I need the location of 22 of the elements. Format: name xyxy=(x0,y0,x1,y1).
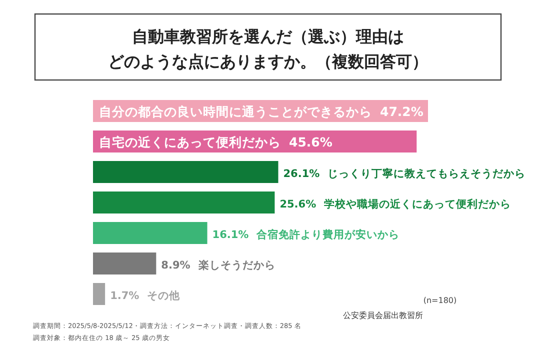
data-label: 47.2% xyxy=(380,104,424,119)
data-label: 16.1% xyxy=(212,229,250,241)
bar xyxy=(93,161,278,183)
data-label: 25.6% xyxy=(280,198,317,210)
bar xyxy=(93,283,106,305)
y-tick-label: 楽しそうだから xyxy=(197,258,276,272)
annotation: 公安委員会届出教習所 xyxy=(343,311,423,320)
y-tick-label: 合宿免許より費用が安いから xyxy=(256,228,400,241)
bar xyxy=(93,222,208,244)
bar xyxy=(93,192,275,214)
data-label: 45.6% xyxy=(289,134,333,150)
chart-title: 自動車教習所を選んだ（選ぶ）理由はどのような点にありますか。（複数回答可） xyxy=(108,27,428,71)
y-tick-label: その他 xyxy=(147,289,182,302)
data-label: 26.1% xyxy=(283,168,320,180)
y-tick-label: じっくり丁寧に教えてもらえそうだから xyxy=(328,167,526,180)
data-label: 8.9% xyxy=(161,260,191,272)
y-tick-label: 自分の都合の良い時間に通うことができるから xyxy=(99,104,372,119)
y-tick-label: 自宅の近くにあって便利だから xyxy=(99,134,281,150)
bar xyxy=(93,252,156,274)
y-tick-label: 学校や職場の近くにあって便利だから xyxy=(324,198,512,210)
data-label: 1.7% xyxy=(110,290,140,302)
annotation: (n=180) xyxy=(423,296,457,305)
